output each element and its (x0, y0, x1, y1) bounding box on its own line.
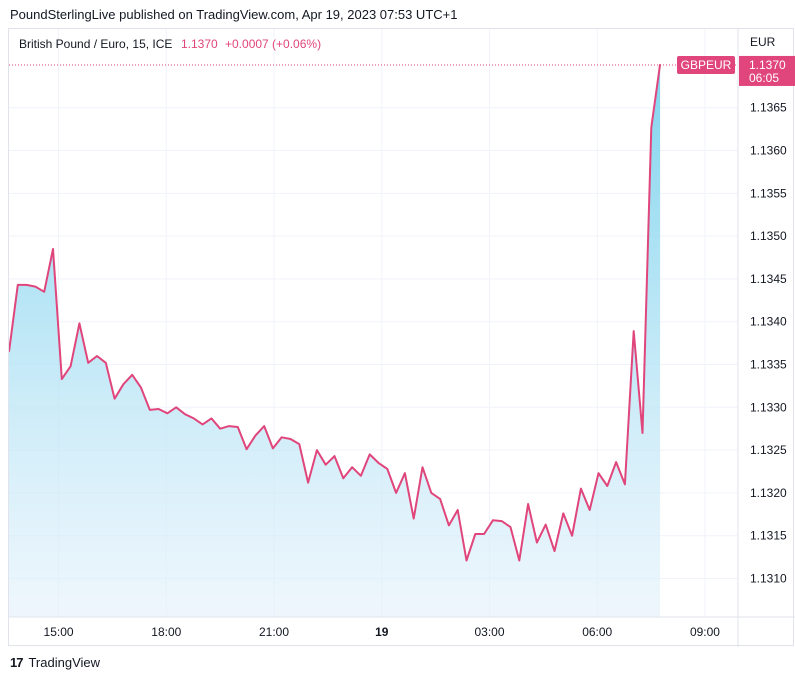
y-tick-label: 1.1315 (750, 529, 787, 543)
y-tick-label: 1.1355 (750, 186, 787, 200)
x-tick-label: 18:00 (151, 625, 181, 639)
legend-change: +0.0007 (+0.06%) (225, 37, 321, 51)
y-tick-label: 1.1345 (750, 272, 787, 286)
price-tag-countdown: 06:05 (749, 71, 779, 85)
legend-price: 1.1370 (181, 37, 218, 51)
axes: 1.1365 1.1360 1.1355 1.1350 1.1345 1.1340 1.13… (9, 29, 795, 647)
price-area (9, 63, 662, 618)
price-chart[interactable]: 1.1365 1.1360 1.1355 1.1350 1.1345 1.1340 1.13… (9, 29, 795, 647)
price-tag-bg (739, 55, 795, 86)
y-tick-label: 1.1335 (750, 358, 787, 372)
symbol-tag: GBPEUR (681, 58, 732, 72)
y-tick-label: 1.1320 (750, 486, 787, 500)
tradingview-logo[interactable]: 17 TradingView (10, 655, 100, 670)
y-tick-label: 1.1310 (750, 571, 787, 585)
y-tick-label: 1.1350 (750, 229, 787, 243)
x-tick-label: 09:00 (690, 625, 720, 639)
price-tag-value: 1.1370 (749, 58, 786, 72)
x-tick-label: 06:00 (582, 625, 612, 639)
y-tick-label: 1.1330 (750, 400, 787, 414)
price-line (9, 63, 662, 562)
symbol-tag-bg (677, 55, 735, 74)
x-tick-label: 19 (375, 625, 389, 639)
currency-label: EUR (750, 35, 776, 49)
x-tick-label: 21:00 (259, 625, 289, 639)
tradingview-logo-text: TradingView (28, 655, 101, 670)
tradingview-logo-icon: 17 (10, 655, 24, 670)
publisher-header: PoundSterlingLive published on TradingVi… (10, 7, 458, 22)
legend-symbol: British Pound / Euro, 15, ICE (19, 37, 172, 51)
y-tick-label: 1.1325 (750, 443, 787, 457)
x-tick-label: 15:00 (44, 625, 74, 639)
x-tick-label: 03:00 (474, 625, 504, 639)
area-fill (9, 64, 661, 618)
y-tick-label: 1.1340 (750, 315, 787, 329)
y-tick-label: 1.1360 (750, 144, 787, 158)
chart-frame: 1.1365 1.1360 1.1355 1.1350 1.1345 1.1340 1.13… (8, 28, 795, 647)
y-tick-label: 1.1365 (750, 101, 787, 115)
